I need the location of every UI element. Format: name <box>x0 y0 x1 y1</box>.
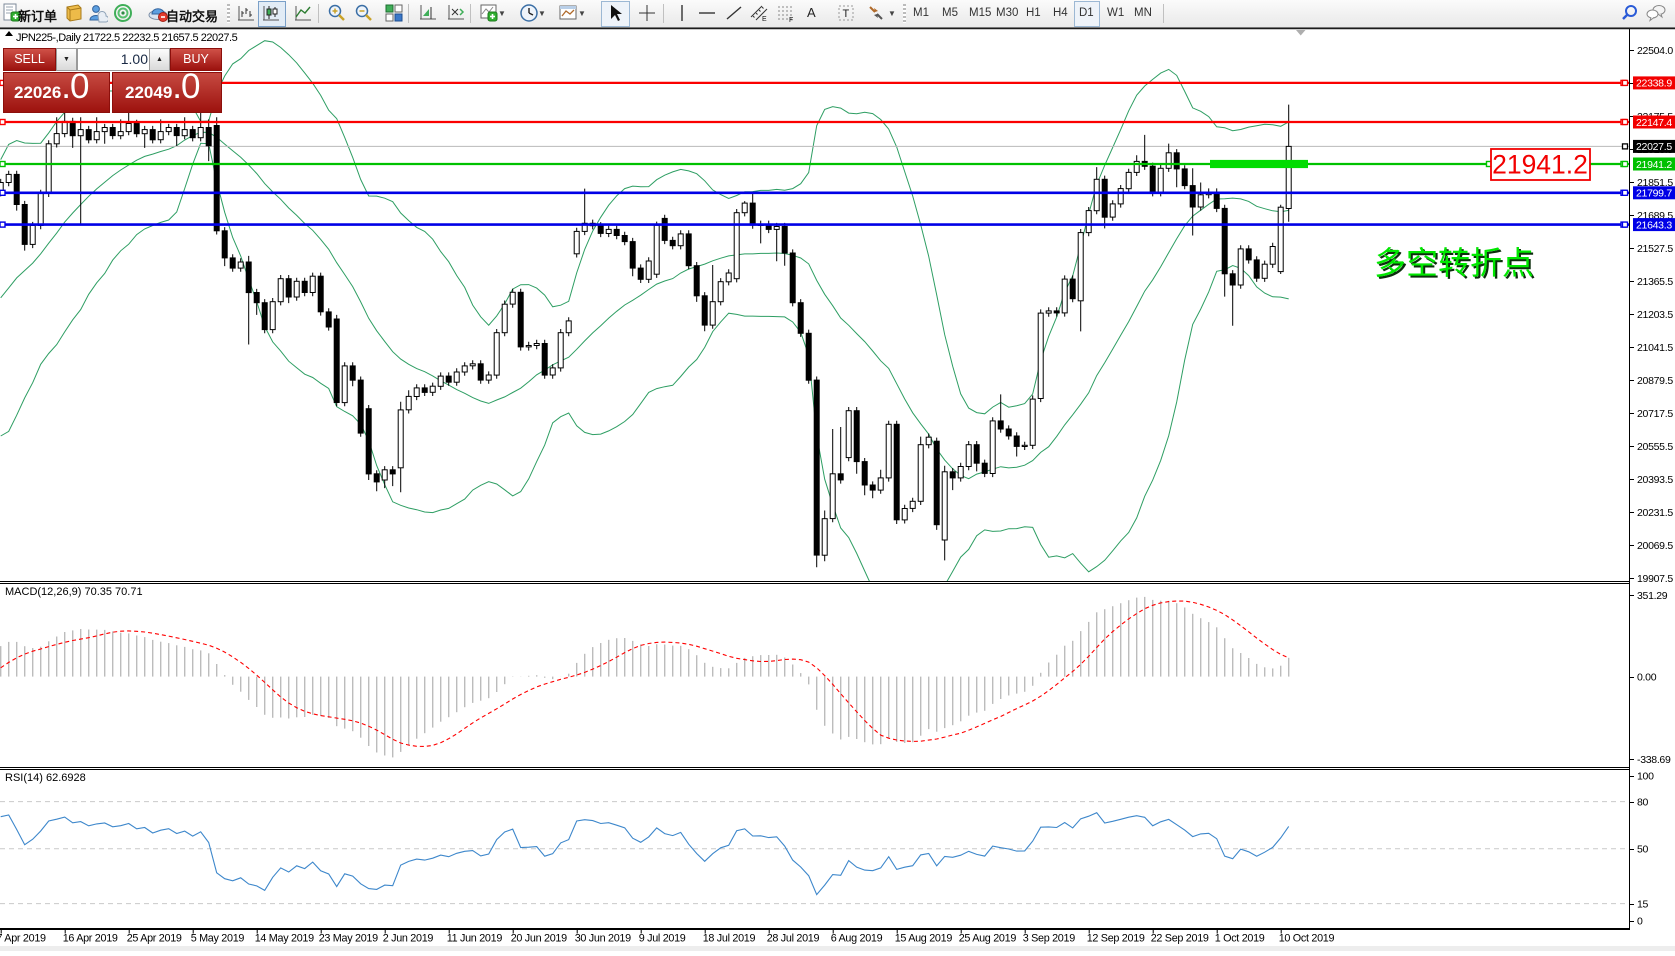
svg-text:25 Aug 2019: 25 Aug 2019 <box>959 933 1017 945</box>
svg-text:20 Jun 2019: 20 Jun 2019 <box>511 933 567 945</box>
svg-text:20393.5: 20393.5 <box>1637 474 1673 486</box>
svg-text:1 Oct 2019: 1 Oct 2019 <box>1215 933 1265 945</box>
svg-text:14 May 2019: 14 May 2019 <box>255 933 314 945</box>
svg-text:20717.5: 20717.5 <box>1637 408 1673 420</box>
svg-text:12 Sep 2019: 12 Sep 2019 <box>1087 933 1145 945</box>
svg-text:JPN225-,Daily 21722.5 22232.5: JPN225-,Daily 21722.5 22232.5 21657.5 22… <box>16 32 238 44</box>
svg-text:30 Jun 2019: 30 Jun 2019 <box>575 933 631 945</box>
svg-text:21851.5: 21851.5 <box>1637 177 1673 189</box>
svg-text:28 Jul 2019: 28 Jul 2019 <box>767 933 820 945</box>
svg-text:15 Aug 2019: 15 Aug 2019 <box>895 933 953 945</box>
svg-text:10 Oct 2019: 10 Oct 2019 <box>1279 933 1335 945</box>
svg-text:16 Apr 2019: 16 Apr 2019 <box>63 933 118 945</box>
svg-text:20069.5: 20069.5 <box>1637 540 1673 552</box>
svg-text:23 May 2019: 23 May 2019 <box>319 933 378 945</box>
svg-text:0: 0 <box>1637 916 1643 928</box>
svg-text:2 Jun 2019: 2 Jun 2019 <box>383 933 434 945</box>
svg-text:3 Sep 2019: 3 Sep 2019 <box>1023 933 1076 945</box>
svg-text:15: 15 <box>1637 898 1649 910</box>
svg-text:20231.5: 20231.5 <box>1637 507 1673 519</box>
svg-text:21643.3: 21643.3 <box>1636 219 1672 231</box>
svg-text:7 Apr 2019: 7 Apr 2019 <box>0 933 46 945</box>
svg-text:25 Apr 2019: 25 Apr 2019 <box>127 933 182 945</box>
svg-text:多空转折点: 多空转折点 <box>1374 245 1534 281</box>
svg-text:22504.0: 22504.0 <box>1637 45 1673 57</box>
svg-text:21203.5: 21203.5 <box>1637 309 1673 321</box>
svg-text:T: T <box>843 8 850 20</box>
svg-text:100: 100 <box>1637 770 1654 782</box>
svg-text:0.00: 0.00 <box>1637 671 1657 683</box>
svg-text:21041.5: 21041.5 <box>1637 342 1673 354</box>
svg-text:20555.5: 20555.5 <box>1637 441 1673 453</box>
svg-text:6 Aug 2019: 6 Aug 2019 <box>831 933 883 945</box>
svg-text:RSI(14) 62.6928: RSI(14) 62.6928 <box>5 772 86 784</box>
svg-text:21365.5: 21365.5 <box>1637 276 1673 288</box>
svg-text:20879.5: 20879.5 <box>1637 375 1673 387</box>
svg-text:19907.5: 19907.5 <box>1637 573 1673 585</box>
svg-text:50: 50 <box>1637 844 1649 856</box>
svg-text:-338.69: -338.69 <box>1637 754 1671 766</box>
svg-text:5 May 2019: 5 May 2019 <box>191 933 245 945</box>
svg-text:351.29: 351.29 <box>1637 590 1668 602</box>
svg-text:80: 80 <box>1637 796 1649 808</box>
svg-text:22 Sep 2019: 22 Sep 2019 <box>1151 933 1209 945</box>
svg-text:21941.2: 21941.2 <box>1636 159 1672 171</box>
svg-text:11 Jun 2019: 11 Jun 2019 <box>447 933 503 945</box>
svg-text:21799.7: 21799.7 <box>1636 188 1672 200</box>
svg-text:9 Jul 2019: 9 Jul 2019 <box>639 933 686 945</box>
svg-text:21527.5: 21527.5 <box>1637 243 1673 255</box>
svg-text:MACD(12,26,9) 70.35 70.71: MACD(12,26,9) 70.35 70.71 <box>5 586 143 598</box>
svg-text:22027.5: 22027.5 <box>1636 141 1672 153</box>
svg-text:22338.9: 22338.9 <box>1636 78 1672 90</box>
svg-text:22147.4: 22147.4 <box>1636 117 1672 129</box>
svg-text:E: E <box>762 16 767 23</box>
svg-text:21941.2: 21941.2 <box>1492 150 1588 180</box>
svg-text:18 Jul 2019: 18 Jul 2019 <box>703 933 756 945</box>
svg-text:F: F <box>789 17 793 23</box>
svg-text:多空转折点: 多空转折点 <box>1376 247 1536 283</box>
